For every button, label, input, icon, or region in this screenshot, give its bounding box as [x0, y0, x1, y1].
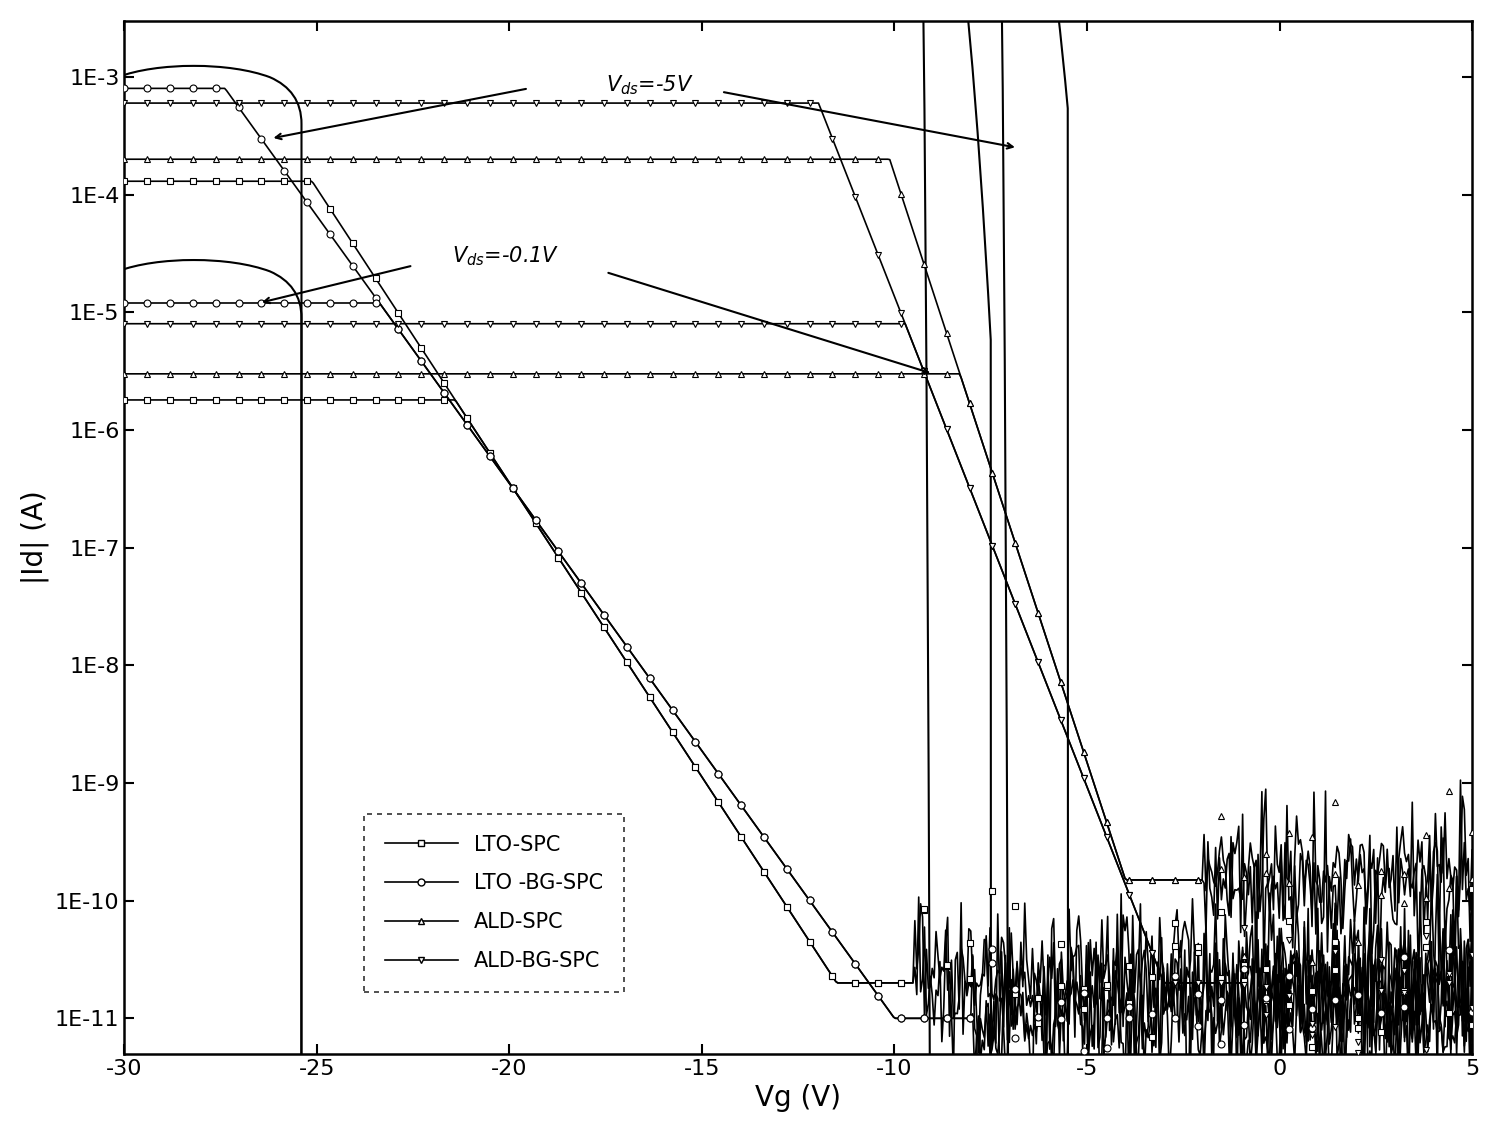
Legend: LTO-SPC, LTO -BG-SPC, ALD-SPC, ALD-BG-SPC: LTO-SPC, LTO -BG-SPC, ALD-SPC, ALD-BG-SP… [364, 813, 624, 991]
Text: $V_{ds}$=-0.1V: $V_{ds}$=-0.1V [452, 245, 560, 269]
Text: $V_{ds}$=-5V: $V_{ds}$=-5V [606, 74, 693, 97]
X-axis label: Vg (V): Vg (V) [754, 1084, 842, 1113]
Y-axis label: |Id| (A): |Id| (A) [21, 491, 50, 585]
